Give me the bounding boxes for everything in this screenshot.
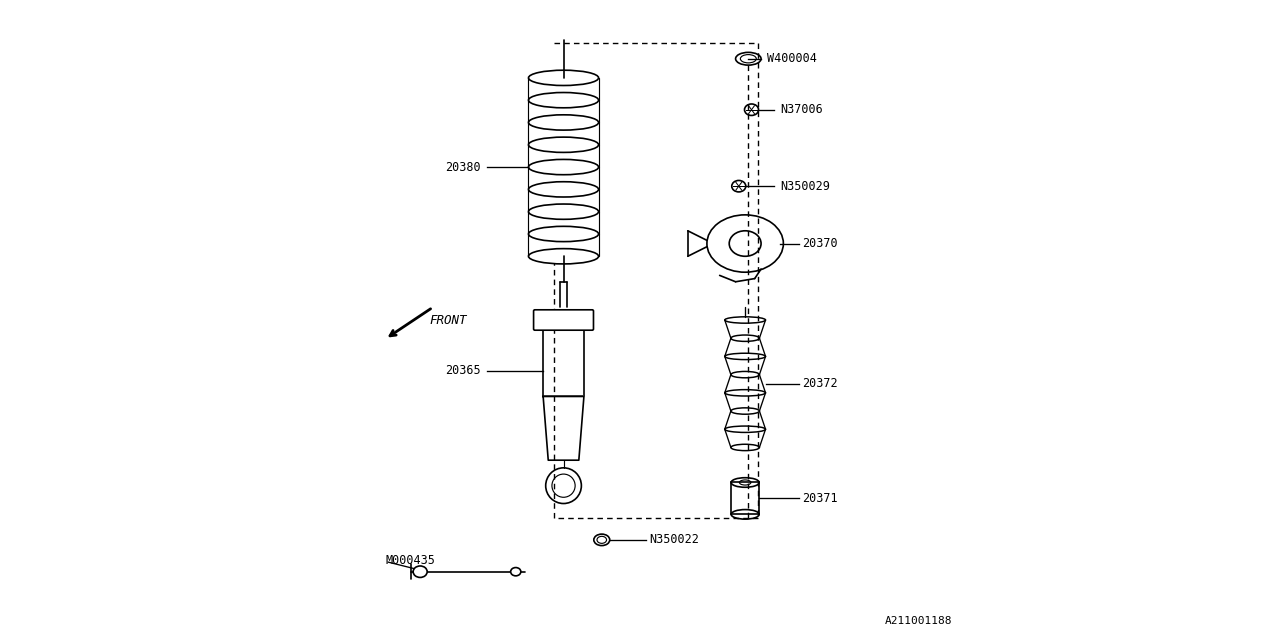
Ellipse shape <box>511 568 521 576</box>
FancyBboxPatch shape <box>534 310 594 330</box>
Text: 20365: 20365 <box>445 364 481 378</box>
Text: A211001188: A211001188 <box>884 616 952 626</box>
Text: 20371: 20371 <box>803 492 838 505</box>
Text: FRONT: FRONT <box>430 314 467 326</box>
Text: 20370: 20370 <box>803 237 838 250</box>
Text: N350029: N350029 <box>781 180 829 193</box>
Text: 20372: 20372 <box>803 377 838 390</box>
Text: N350022: N350022 <box>649 533 699 547</box>
Ellipse shape <box>413 566 428 577</box>
Text: M000435: M000435 <box>385 554 435 567</box>
Bar <box>543 329 584 396</box>
Text: 20380: 20380 <box>445 161 481 173</box>
Polygon shape <box>543 396 584 460</box>
Text: W400004: W400004 <box>768 52 818 65</box>
Text: N37006: N37006 <box>781 103 823 116</box>
